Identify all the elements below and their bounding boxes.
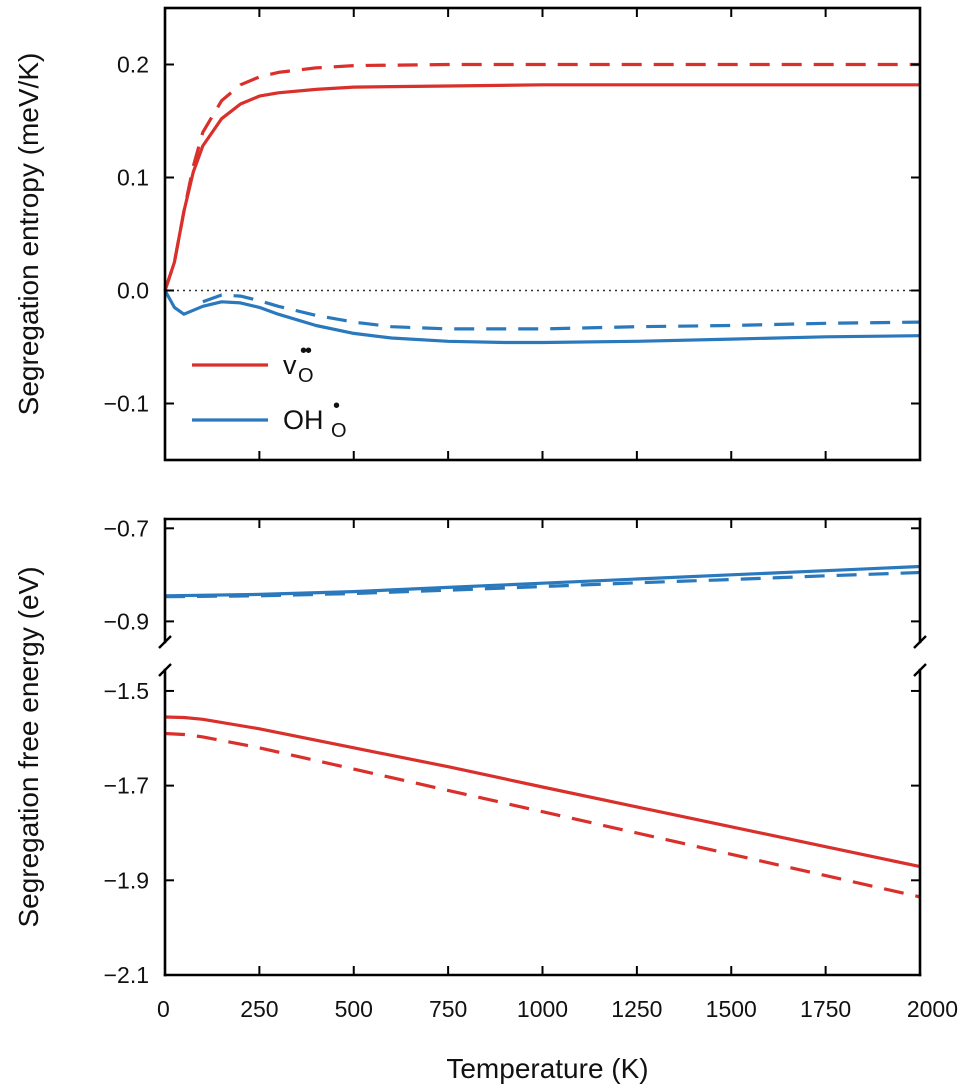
x-tick-label: 750 [429,996,467,1022]
legend-label-superscript: •• [300,340,312,362]
entropy-ytick-label: 0.0 [117,278,149,304]
x-tick-label: 2000 [907,996,958,1022]
axis-break-marker [158,635,172,649]
free-energy-ytick-label: −0.7 [104,515,149,541]
legend-label-subscript: O [298,365,314,387]
x-tick-label: 0 [157,996,170,1022]
free-energy-panel: −0.7 −0.9 −1.5 −1.7 −1.9 −2.1 Segregation free… [13,515,927,988]
entropy-series-blue-dashed [202,293,921,331]
x-tick-label: 1750 [800,996,851,1022]
x-tick-label: 1000 [517,996,568,1022]
legend: v O••OH O• [192,340,347,442]
x-tick-label: 1500 [706,996,757,1022]
x-axis-label: Temperature (K) [446,1053,648,1084]
free-energy-series-red-solid [164,715,921,869]
entropy-ytick-label: 0.2 [117,52,149,78]
entropy-series-red-solid [163,83,920,292]
entropy-series-red-dashed [163,62,920,292]
axis-break-marker [158,663,172,677]
legend-label: v [283,350,297,380]
axis-break-marker [913,663,927,677]
entropy-panel: 0.2 0.1 0.0 −0.1 Segregation entropy (meV/K) [13,6,922,462]
legend-label-superscript: • [333,395,340,417]
x-tick-label: 250 [240,996,278,1022]
x-tick-label: 1250 [611,996,662,1022]
entropy-ytick-label: −0.1 [104,391,149,417]
entropy-series-blue-solid [163,289,921,345]
legend-label: OH [283,405,324,435]
free-energy-ytick-label: −2.1 [104,962,149,988]
x-tick-label: 500 [335,996,373,1022]
free-energy-ytick-label: −1.5 [104,678,149,704]
legend-label-subscript: O [331,420,347,442]
free-energy-ytick-label: −1.7 [104,773,149,799]
free-energy-ytick-label: −1.9 [104,867,149,893]
free-energy-y-axis-label: Segregation free energy (eV) [13,566,44,927]
axis-break-marker [913,635,927,649]
entropy-plot-frame [163,6,922,462]
entropy-ytick-label: 0.1 [117,165,149,191]
free-energy-ytick-label: −0.9 [104,608,149,634]
entropy-y-axis-label: Segregation entropy (meV/K) [13,53,44,416]
free-energy-series-blue-solid [164,564,921,598]
x-axis: 0 250 500 750 1000 1250 1500 1750 2000 Temperatur… [157,519,958,1084]
free-energy-series-red-dashed [164,731,921,899]
